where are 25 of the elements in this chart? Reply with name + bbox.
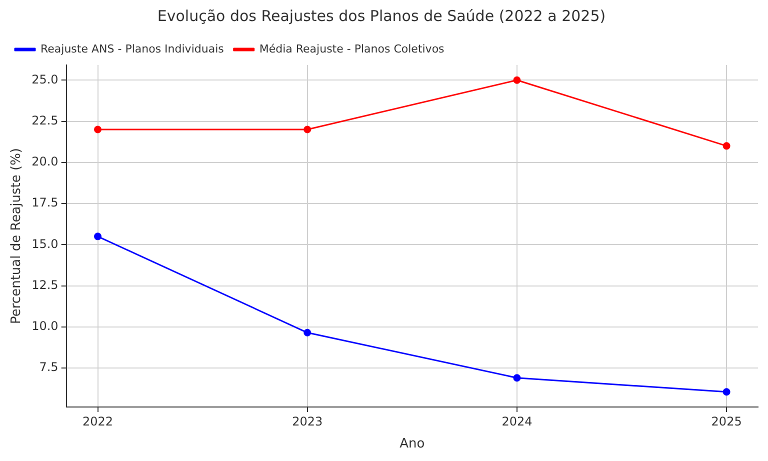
x-tick-label: 2024 xyxy=(502,414,532,428)
y-axis-title: Percentual de Reajuste (%) xyxy=(9,148,24,324)
y-tick-label: 22.5 xyxy=(32,113,58,128)
point xyxy=(722,142,730,150)
x-tick-label: 2023 xyxy=(292,414,323,428)
x-axis-title: Ano xyxy=(400,436,425,452)
chart-title: Evolução dos Reajustes dos Planos de Saúde (2022 a 2025) xyxy=(157,6,606,25)
legend-label: Reajuste ANS - Planos Individuais xyxy=(40,42,224,56)
y-tick-label: 12.5 xyxy=(32,278,58,292)
x-tick-label: 2022 xyxy=(82,414,114,428)
point xyxy=(304,126,312,134)
point xyxy=(94,126,102,134)
x-tick-label: 2025 xyxy=(711,414,742,428)
y-tick-label: 7.5 xyxy=(39,360,58,374)
y-tick-label: 15.0 xyxy=(32,236,58,251)
y-tick-label: 17.5 xyxy=(32,196,58,210)
point xyxy=(722,388,730,396)
y-tick-label: 25.0 xyxy=(32,72,58,86)
point xyxy=(304,328,312,336)
y-tick-label: 20.0 xyxy=(32,154,58,169)
legend-label: Média Reajuste - Planos Coletivos xyxy=(259,42,445,56)
y-tick-label: 10.0 xyxy=(32,319,58,334)
point xyxy=(513,374,521,382)
point xyxy=(513,76,521,84)
point xyxy=(94,232,102,240)
